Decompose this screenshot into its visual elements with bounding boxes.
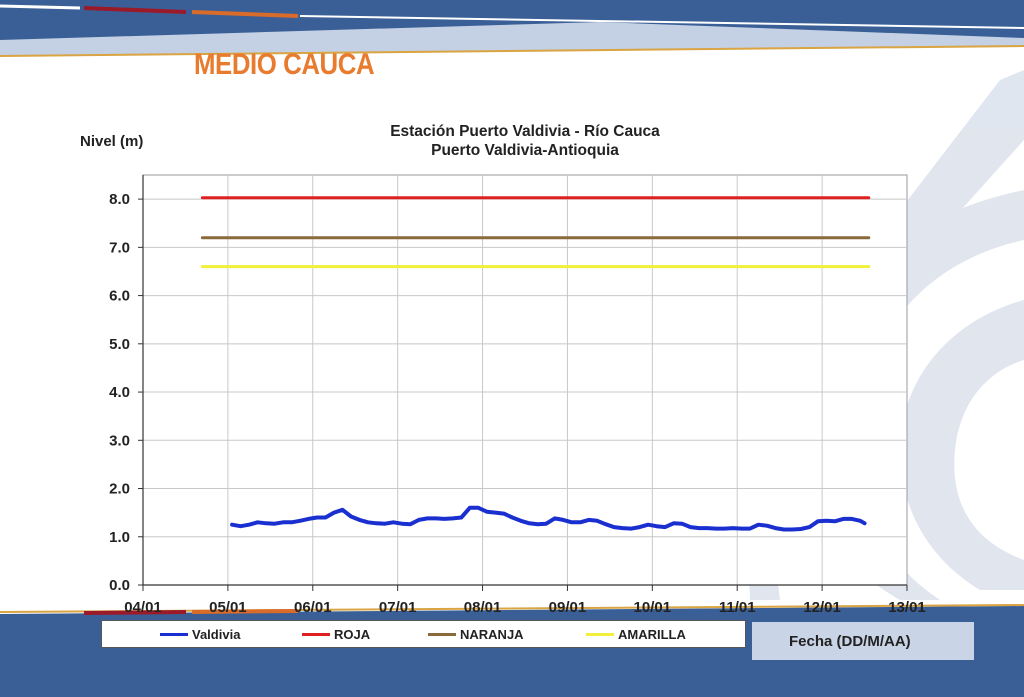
x-tick-label: 12/01 <box>803 599 841 616</box>
legend-label-valdivia: Valdivia <box>192 627 241 642</box>
y-tick-label: 3.0 <box>109 432 130 449</box>
x-tick-label: 08/01 <box>464 599 502 616</box>
legend-label-amarilla: AMARILLA <box>618 627 686 642</box>
x-tick-label: 07/01 <box>379 599 417 616</box>
y-tick-label: 0.0 <box>109 577 130 594</box>
x-axis-label: Fecha (DD/M/AA) <box>789 633 911 650</box>
page-title: MEDIO CAUCA <box>194 48 375 81</box>
y-tick-label: 6.0 <box>109 288 130 305</box>
chart-title-block: Estación Puerto Valdivia - Río Cauca Pue… <box>320 122 730 160</box>
x-tick-label: 09/01 <box>549 599 587 616</box>
y-tick-label: 5.0 <box>109 336 130 353</box>
x-tick-label: 06/01 <box>294 599 332 616</box>
x-tick-label: 11/01 <box>719 599 756 616</box>
legend-swatch-amarilla <box>586 633 614 636</box>
legend-swatch-valdivia <box>160 633 188 636</box>
legend-label-naranja: NARANJA <box>460 627 524 642</box>
legend-swatch-naranja <box>428 633 456 636</box>
y-tick-label: 1.0 <box>109 529 130 546</box>
y-tick-label: 4.0 <box>109 384 130 401</box>
y-tick-label: 7.0 <box>109 239 130 256</box>
legend-label-roja: ROJA <box>334 627 371 642</box>
plot-area <box>142 174 908 586</box>
y-axis-label: Nivel (m) <box>80 133 144 150</box>
x-tick-label: 04/01 <box>124 599 162 616</box>
series-line-valdivia <box>230 505 867 532</box>
legend: Valdivia ROJA NARANJA AMARILLA <box>101 620 746 648</box>
chart-subtitle: Puerto Valdivia-Antioquia <box>431 142 619 159</box>
x-tick-label: 10/01 <box>634 599 672 616</box>
y-tick-label: 8.0 <box>109 191 130 208</box>
x-tick-label: 05/01 <box>209 599 247 616</box>
legend-swatch-roja <box>302 633 330 636</box>
y-tick-label: 2.0 <box>109 481 130 498</box>
x-tick-label: 13/01 <box>888 599 926 616</box>
chart-title: Estación Puerto Valdivia - Río Cauca <box>390 123 660 140</box>
